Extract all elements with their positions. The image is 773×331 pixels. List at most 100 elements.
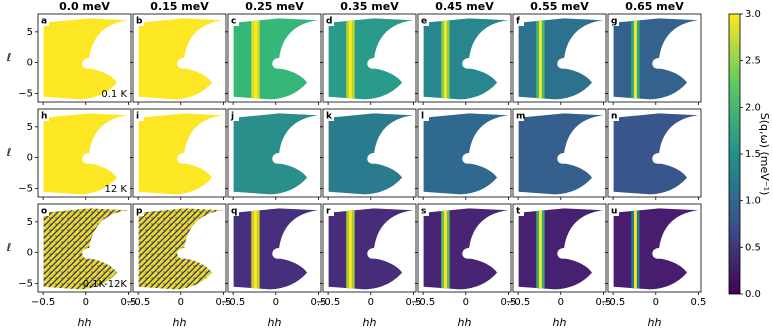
y-tick-label: 0 <box>27 248 33 259</box>
panel-frame <box>607 108 702 198</box>
x-axis-label: hh <box>458 316 472 329</box>
panel: n <box>607 108 702 198</box>
panel: i <box>132 108 227 198</box>
y-axis-label: ℓ <box>6 51 12 64</box>
map-area <box>423 113 509 195</box>
panel-label: t <box>516 207 521 217</box>
map-area <box>518 208 604 290</box>
y-axis-label: ℓ <box>6 146 12 159</box>
map-area <box>423 208 509 290</box>
panel: e <box>417 13 512 103</box>
x-tick-label: 0 <box>653 297 659 308</box>
colorbar-tick-label: 0.5 <box>745 242 761 253</box>
y-tick-label: 0 <box>27 58 33 69</box>
panel-label-box <box>419 110 429 121</box>
panel-frame <box>227 108 322 198</box>
y-tick-label: −5 <box>18 278 33 289</box>
map-area <box>328 18 414 100</box>
panel: g <box>607 13 702 103</box>
panel-label: s <box>421 207 426 217</box>
panel-label: n <box>611 112 617 122</box>
panel-label-box <box>134 15 144 26</box>
panel: d <box>322 13 417 103</box>
colorbar-tick-label: 1.5 <box>745 149 761 160</box>
panel: a <box>37 13 132 103</box>
x-tick-label: 0.5 <box>120 297 136 308</box>
panel-frame <box>132 203 227 293</box>
panel-frame <box>322 108 417 198</box>
panel: h <box>37 108 132 198</box>
stripe-group <box>346 18 355 100</box>
panel-frame <box>607 13 702 103</box>
column-title: 0.45 meV <box>435 0 494 13</box>
panel-frame <box>37 108 132 198</box>
panel-frame <box>512 13 607 103</box>
colorbar-tick-label: 2.0 <box>745 102 761 113</box>
row-annotation: 12 K <box>105 184 128 195</box>
panel-label: a <box>41 17 47 27</box>
panel-frame <box>37 203 132 293</box>
stripe-group <box>536 18 545 100</box>
x-tick-label: 0 <box>178 297 184 308</box>
panel-label: f <box>516 17 520 27</box>
colorbar-tick-label: 1.0 <box>745 196 761 207</box>
stripe-core <box>539 208 542 290</box>
panel-frame <box>227 13 322 103</box>
panel: m <box>512 108 607 198</box>
column-title: 0.35 meV <box>340 0 399 13</box>
column-title: 0.65 meV <box>625 0 684 13</box>
panel-label-box <box>134 205 144 216</box>
panel-label-box <box>229 205 239 216</box>
panel-label: j <box>230 112 234 122</box>
stripe-core <box>254 208 257 290</box>
map-area <box>233 208 319 290</box>
map-area <box>328 113 414 195</box>
panel-label: l <box>421 112 424 122</box>
panel: k <box>322 108 417 198</box>
colorbar-tick-label: 0.0 <box>745 289 761 300</box>
panel: j <box>227 108 322 198</box>
column-title: 0.15 meV <box>150 0 209 13</box>
panel-label-box <box>229 15 239 26</box>
panel: s <box>417 203 512 293</box>
x-tick-label: 0 <box>368 297 374 308</box>
panel-label-box <box>324 205 334 216</box>
map-area <box>518 113 604 195</box>
panel-frame <box>322 203 417 293</box>
panel-label: c <box>231 17 236 27</box>
panel-label-box <box>39 110 49 121</box>
panel: u <box>607 203 702 293</box>
map-area <box>233 113 319 195</box>
panel-frame <box>512 203 607 293</box>
panel-frame <box>322 13 417 103</box>
y-tick-label: −5 <box>18 88 33 99</box>
x-tick-label: 0.5 <box>405 297 421 308</box>
x-axis-label: hh <box>363 316 377 329</box>
x-tick-label: 0 <box>558 297 564 308</box>
panel-label: d <box>326 17 332 27</box>
y-tick-label: 5 <box>27 217 33 228</box>
panel: r <box>322 203 417 293</box>
stripe-group <box>536 208 545 290</box>
panel-label-box <box>39 205 49 216</box>
stripe-core <box>349 18 352 100</box>
stripe-group <box>251 18 260 100</box>
panel-label-box <box>419 205 429 216</box>
x-axis-label: hh <box>648 316 662 329</box>
map-area <box>43 18 129 100</box>
stripe-core <box>539 18 542 100</box>
x-tick-label: −0.5 <box>411 297 435 308</box>
panel-label-box <box>39 15 49 26</box>
panel-frame <box>132 13 227 103</box>
panel-label: r <box>326 207 331 217</box>
panel-label-box <box>609 110 619 121</box>
panel-frame <box>417 108 512 198</box>
stripe-core <box>634 18 637 100</box>
panel: o <box>37 203 132 293</box>
x-tick-label: −0.5 <box>126 297 150 308</box>
panel: t <box>512 203 607 293</box>
stripe-group <box>631 208 640 290</box>
map-area <box>613 208 699 290</box>
panel: q <box>227 203 322 293</box>
